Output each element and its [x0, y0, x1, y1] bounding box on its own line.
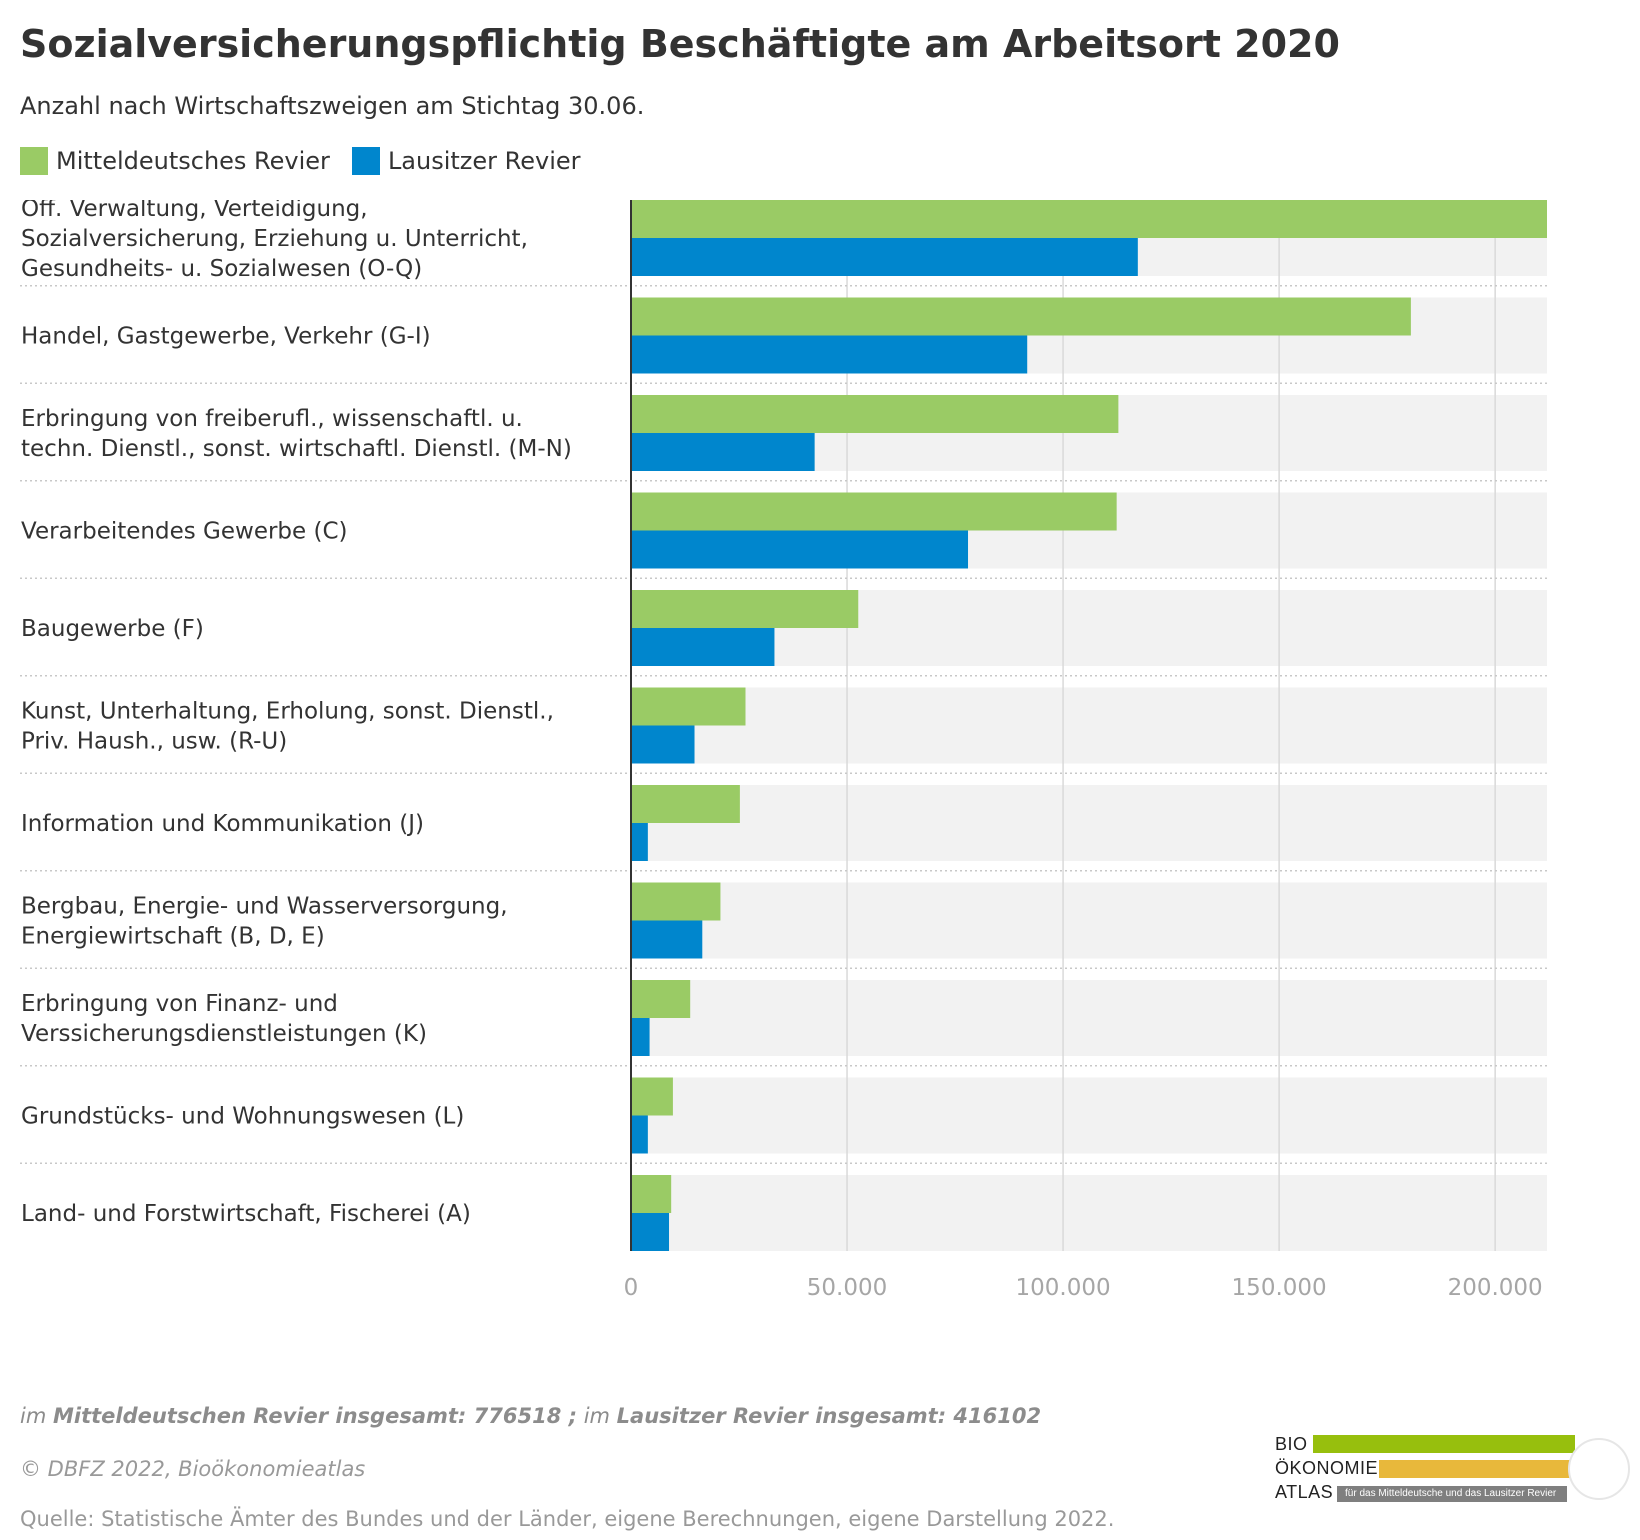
category-label: techn. Dienstl., sonst. wirtschaftl. Die… — [21, 436, 572, 462]
bar-lausitz — [631, 920, 703, 959]
bar-mitteldeutsch — [631, 1077, 673, 1116]
chart-title: Sozialversicherungspflichtig Beschäftigt… — [20, 22, 1340, 66]
bar-mitteldeutsch — [631, 590, 859, 628]
bar-mitteldeutsch — [631, 687, 746, 726]
category-label: Verarbeitendes Gewerbe (C) — [21, 519, 348, 545]
x-tick-label: 150.000 — [1232, 1275, 1327, 1301]
category-label: Priv. Haush., usw. (R-U) — [21, 729, 287, 755]
category-label: Grundstücks- und Wohnungswesen (L) — [21, 1104, 464, 1130]
category-label: Handel, Gastgewerbe, Verkehr (G-I) — [21, 324, 431, 350]
legend-swatch-blue — [351, 147, 380, 175]
category-label: Erbringung von freiberufl., wissenschaft… — [21, 406, 523, 432]
logo-word: ÖKONOMIE — [1275, 1458, 1379, 1478]
bar-mitteldeutsch — [631, 200, 1547, 238]
copyright: © DBFZ 2022, Bioökonomieatlas — [20, 1457, 366, 1481]
totals-prefix: im — [577, 1404, 617, 1428]
bar-lausitz — [631, 628, 775, 666]
bar-lausitz — [631, 725, 695, 764]
row-background — [631, 1175, 1547, 1251]
row-background — [631, 882, 1547, 959]
bar-lausitz — [631, 530, 969, 569]
bar-mitteldeutsch — [631, 882, 721, 921]
category-label: Baugewerbe (F) — [21, 616, 204, 642]
category-label: Erbringung von Finanz- und — [21, 991, 338, 1017]
legend: Mitteldeutsches Revier Lausitzer Revier — [20, 147, 603, 175]
bar-lausitz — [631, 433, 815, 471]
x-tick-label: 0 — [624, 1275, 639, 1301]
totals-lausitz: Lausitzer Revier insgesamt: 416102 — [616, 1404, 1042, 1428]
totals-note: im Mitteldeutschen Revier insgesamt: 776… — [20, 1404, 1041, 1428]
category-label: Öff. Verwaltung, Verteidigung, — [21, 200, 368, 222]
bar-chart: Öff. Verwaltung, Verteidigung, Sozialvers… — [20, 200, 1547, 1301]
bar-mitteldeutsch — [631, 785, 740, 823]
chart-subtitle: Anzahl nach Wirtschaftszweigen am Sticht… — [20, 92, 645, 120]
bar-mitteldeutsch — [631, 395, 1119, 433]
legend-label: Mitteldeutsches Revier — [56, 147, 330, 175]
bar-lausitz — [631, 823, 648, 861]
bar-mitteldeutsch — [631, 1175, 672, 1213]
bar-lausitz — [631, 335, 1028, 374]
category-label: Sozialversicherung, Erziehung u. Unterri… — [21, 226, 528, 252]
row-background — [631, 1077, 1547, 1154]
category-label: Kunst, Unterhaltung, Erholung, sonst. Di… — [21, 699, 554, 725]
legend-item-lausitz[interactable]: Lausitzer Revier — [351, 147, 581, 175]
logo-word: BIO — [1275, 1434, 1308, 1454]
category-label: Verssicherungsdienstleistungen (K) — [21, 1021, 427, 1047]
row-background — [631, 785, 1547, 861]
logo-word: ATLAS — [1275, 1482, 1334, 1502]
category-label: Land- und Forstwirtschaft, Fischerei (A) — [21, 1201, 471, 1227]
category-label: Gesundheits- u. Sozialwesen (O-Q) — [21, 256, 422, 282]
category-label: Bergbau, Energie- und Wasserversorgung, — [21, 894, 508, 920]
x-tick-label: 200.000 — [1448, 1275, 1543, 1301]
row-background — [631, 687, 1547, 764]
legend-label: Lausitzer Revier — [387, 147, 581, 175]
bar-lausitz — [631, 1213, 670, 1251]
source-note: Quelle: Statistische Ämter des Bundes un… — [20, 1507, 1115, 1531]
logo-bar-green — [1313, 1435, 1575, 1453]
category-label: Energiewirtschaft (B, D, E) — [21, 924, 325, 950]
logo-tagline: für das Mitteldeutsche und das Lausitzer… — [1337, 1486, 1567, 1502]
bar-mitteldeutsch — [631, 492, 1117, 531]
bioatlas-logo[interactable]: BIO ÖKONOMIE ATLAS für das Mitteldeutsch… — [1275, 1434, 1630, 1504]
bar-lausitz — [631, 1018, 650, 1056]
bar-lausitz — [631, 1115, 648, 1154]
bar-mitteldeutsch — [631, 297, 1411, 336]
bar-mitteldeutsch — [631, 980, 691, 1018]
totals-mitteldeutsch: Mitteldeutschen Revier insgesamt: 776518… — [52, 1404, 578, 1428]
globe-icon — [1568, 1438, 1630, 1500]
x-tick-label: 50.000 — [807, 1275, 887, 1301]
x-tick-label: 100.000 — [1016, 1275, 1111, 1301]
legend-item-mitteldeutsch[interactable]: Mitteldeutsches Revier — [20, 147, 330, 175]
legend-swatch-green — [20, 147, 48, 175]
bar-lausitz — [631, 238, 1138, 276]
logo-bar-yellow — [1379, 1460, 1575, 1478]
totals-prefix: im — [20, 1404, 53, 1428]
row-background — [631, 980, 1547, 1056]
category-label: Information und Kommunikation (J) — [21, 811, 424, 837]
